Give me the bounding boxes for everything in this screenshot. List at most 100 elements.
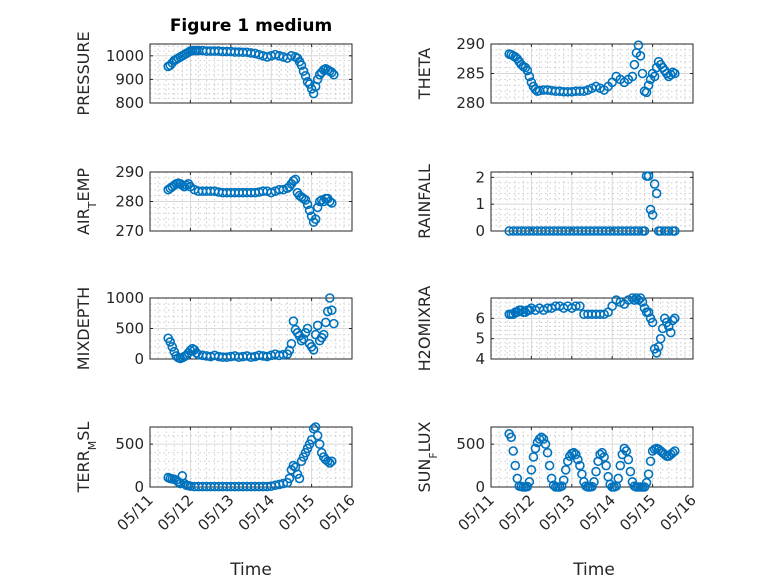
data-point [298,334,309,344]
data-point [665,327,676,338]
y-tick-label: 1000 [106,47,144,65]
y-axis-label: H2OMIXRA [415,286,434,372]
data-point [288,460,299,471]
y-axis-label: THETA [415,48,434,100]
data-point [290,174,301,185]
data-point [510,460,521,471]
x-tick-label: 05/16 [657,491,700,534]
data-point [310,422,321,432]
data-point [670,68,680,79]
plot-area [490,171,694,232]
axes-box [149,43,353,104]
data-point [637,297,648,307]
y-axis-label: TERRMSL [74,422,99,494]
y-tick-label: 1 [475,195,485,213]
data-point [167,341,178,352]
data-point [667,315,678,326]
data-series [504,171,680,236]
data-point [296,335,307,346]
data-point [538,434,549,444]
y-tick-label: 500 [115,435,144,453]
data-point [627,71,638,82]
data-point [601,460,611,471]
data-point [589,477,599,487]
data-point [326,198,337,208]
data-point [643,80,654,91]
data-point [562,456,573,467]
y-tick-label: 290 [456,35,485,53]
data-point [298,66,309,76]
data-point [670,226,680,236]
data-point [286,50,297,61]
data-point [542,447,553,458]
data-point [619,443,630,454]
y-tick-label: 500 [115,320,144,338]
subplot-6: 4 5 6 H2OMIXRA [415,286,694,372]
data-point [302,76,313,87]
data-point [558,475,569,485]
data-point [278,478,289,489]
data-point [314,439,325,449]
data-point [326,67,337,78]
data-point [312,202,323,213]
y-tick-label: 500 [456,435,485,453]
data-point [615,460,626,471]
data-series [504,293,680,358]
y-tick-label: 0 [475,478,485,496]
y-tick-label: 2 [475,168,485,186]
y-tick-label: 285 [456,65,485,83]
data-point [308,345,319,355]
data-point [575,460,585,471]
data-point [304,205,315,216]
data-point [651,348,662,358]
data-series [163,422,337,492]
data-point [522,65,533,76]
x-tick-label: 05/12 [495,491,538,534]
data-series [163,174,337,227]
data-point [587,481,597,492]
subplot-2: 280 285 290 THETA [415,35,694,112]
data-point [530,443,541,454]
data-point [318,329,329,340]
data-point [639,226,650,236]
data-point [569,447,579,458]
data-point [647,317,658,328]
data-point [571,301,581,311]
data-point [326,456,337,467]
x-axis-label-right: Time [572,560,615,580]
y-tick-label: 4 [475,350,485,368]
data-point [643,307,654,318]
data-point [288,176,299,186]
data-point [544,460,555,471]
y-axis-label: MIXDEPTH [74,287,93,370]
data-point [302,323,313,334]
data-point [524,71,535,82]
data-point [645,456,656,467]
y-tick-label: 270 [115,222,144,240]
plot-area [490,426,694,488]
data-point [522,481,533,492]
x-tick-label: 05/11 [455,491,498,534]
y-tick-label: 0 [475,222,485,240]
data-series [163,293,339,364]
y-tick-label: 1000 [106,289,144,307]
x-tick-label: 05/15 [616,491,659,534]
data-point [625,466,636,477]
data-point [288,316,299,326]
data-point [312,320,323,331]
data-point [536,432,547,443]
data-point [643,171,654,181]
data-point [324,458,335,468]
y-tick-label: 5 [475,330,485,348]
data-point [284,473,295,484]
x-tick-label: 05/11 [114,491,157,534]
data-point [655,333,666,344]
data-point [528,452,539,462]
data-point [575,301,585,311]
data-point [524,477,535,487]
data-point [310,214,321,224]
data-point [591,466,601,477]
